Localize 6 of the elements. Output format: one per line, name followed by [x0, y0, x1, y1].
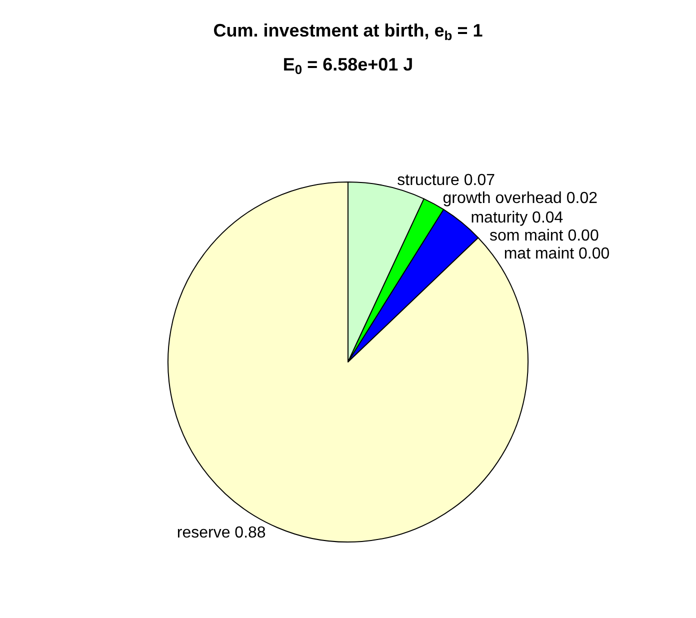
- category-label: som maint 0.00: [489, 227, 599, 244]
- category-label: mat maint 0.00: [504, 245, 610, 262]
- slice-label: reserve 0.88: [176, 524, 266, 542]
- slice-label: structure 0.07: [397, 172, 496, 189]
- slice-label: maturity 0.04: [470, 209, 564, 226]
- slice-label: growth overhead 0.02: [442, 190, 598, 208]
